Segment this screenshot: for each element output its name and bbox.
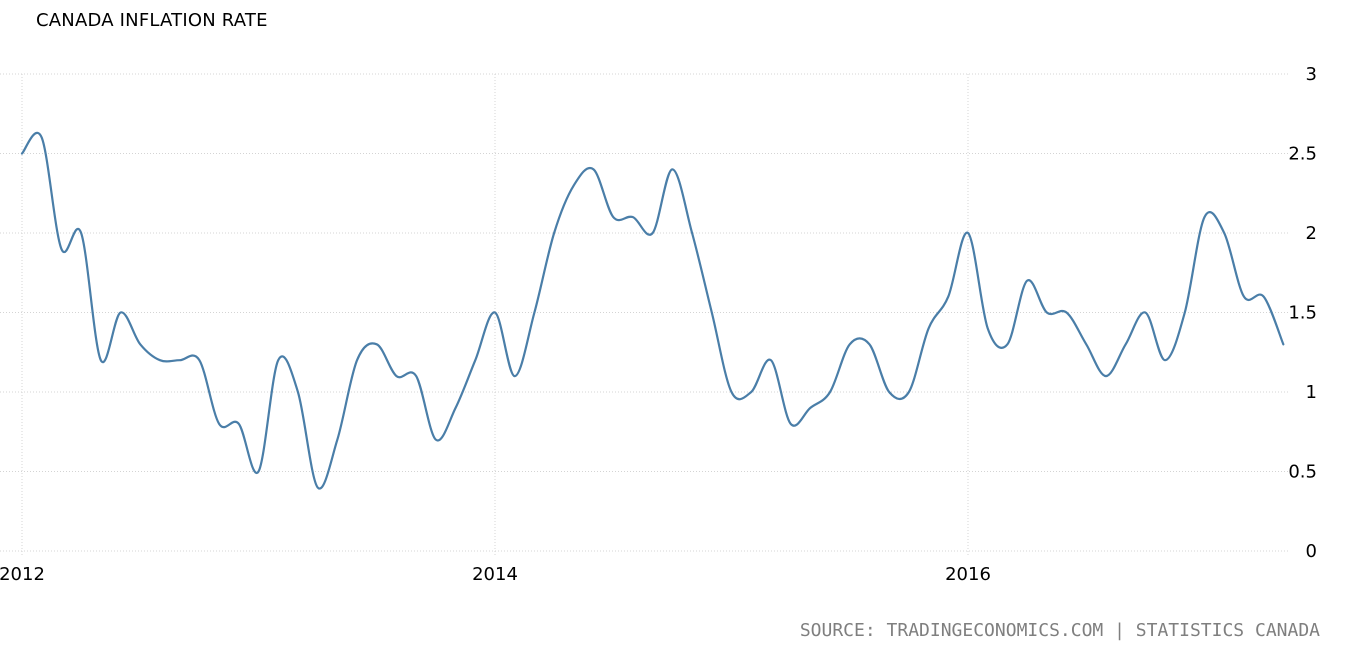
y-tick-label: 1.5 — [1288, 303, 1317, 324]
series-line — [20, 131, 1285, 490]
y-tick-label: 2 — [1306, 223, 1317, 244]
x-tick-label: 2016 — [945, 564, 991, 585]
y-tick-label: 0.5 — [1288, 462, 1317, 483]
line-chart: 2012 2014 2016 0 0.5 1 1.5 2 2.5 3 — [0, 64, 1317, 585]
source-note: SOURCE: TRADINGECONOMICS.COM | STATISTIC… — [799, 620, 1320, 641]
x-tick-label: 2014 — [472, 564, 518, 585]
y-axis: 0 0.5 1 1.5 2 2.5 3 — [1288, 64, 1317, 562]
grid-lines — [0, 73, 1290, 557]
y-tick-label: 0 — [1306, 541, 1317, 562]
y-tick-label: 3 — [1306, 64, 1317, 85]
y-tick-label: 2.5 — [1288, 144, 1317, 165]
x-axis: 2012 2014 2016 — [0, 564, 991, 585]
x-tick-label: 2012 — [0, 564, 45, 585]
y-tick-label: 1 — [1306, 382, 1317, 403]
chart-title: CANADA INFLATION RATE — [36, 10, 268, 31]
